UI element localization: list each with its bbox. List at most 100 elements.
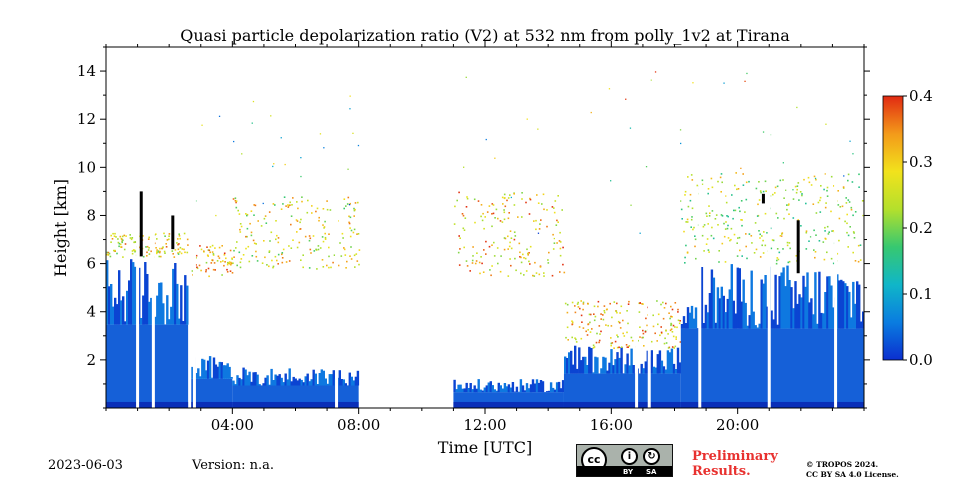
aerosol-pixel <box>580 337 583 340</box>
aerosol-pixel <box>131 250 134 252</box>
aerosol-pixel <box>819 211 822 213</box>
boundary-layer-column <box>505 386 509 393</box>
aerosol-pixel <box>750 235 753 237</box>
aerosol-pixel <box>276 259 278 262</box>
aerosol-pixel <box>543 275 545 277</box>
aerosol-pixel <box>110 234 112 237</box>
aerosol-pixel <box>469 270 471 272</box>
boundary-layer-column <box>588 346 591 374</box>
aerosol-pixel <box>600 330 602 333</box>
aerosol-pixel <box>291 204 293 206</box>
aerosol-pixel <box>859 259 862 261</box>
aerosol-pixel <box>109 255 112 258</box>
aerosol-pixel <box>597 305 599 308</box>
boundary-layer-column <box>240 379 243 386</box>
aerosol-pixel <box>466 265 469 267</box>
aerosol-pixel <box>114 249 116 252</box>
boundary-layer-column <box>497 382 500 393</box>
sparse-pixel <box>746 72 748 75</box>
boundary-layer-column <box>324 378 327 386</box>
aerosol-pixel <box>605 324 607 326</box>
sparse-pixel <box>843 175 845 177</box>
boundary-layer-column <box>612 365 615 374</box>
aerosol-pixel <box>707 188 710 190</box>
aerosol-pixel <box>826 251 828 254</box>
aerosol-pixel <box>554 200 557 202</box>
boundary-layer-column <box>551 387 555 393</box>
aerosol-pixel <box>121 241 123 244</box>
aerosol-pixel <box>251 255 254 257</box>
aerosol-pixel <box>812 203 815 205</box>
aerosol-pixel <box>591 328 593 330</box>
boundary-layer-column <box>798 294 801 329</box>
aerosol-pixel <box>663 307 666 309</box>
aerosol-pixel <box>819 199 821 202</box>
aerosol-pixel <box>159 250 161 253</box>
aerosol-pixel <box>121 238 123 241</box>
boundary-layer-column <box>501 388 505 393</box>
aerosol-pixel <box>745 245 747 248</box>
aerosol-pixel <box>813 249 815 251</box>
aerosol-pixel <box>223 264 225 267</box>
aerosol-pixel <box>552 233 554 236</box>
sparse-pixel <box>251 122 253 124</box>
boundary-layer-column <box>274 374 277 386</box>
aerosol-pixel <box>553 242 556 244</box>
boundary-layer-column <box>662 366 666 374</box>
aerosol-pixel <box>328 266 330 269</box>
aerosol-pixel <box>134 250 136 253</box>
aerosol-pixel <box>597 300 600 303</box>
aerosol-pixel <box>599 333 601 335</box>
boundary-layer-column <box>292 376 295 386</box>
aerosol-pixel <box>529 198 532 201</box>
aerosol-pixel <box>701 234 704 237</box>
aerosol-pixel <box>753 252 756 254</box>
aerosol-pixel <box>794 185 797 188</box>
aerosol-pixel <box>521 192 523 194</box>
aerosol-pixel <box>861 200 864 202</box>
aerosol-pixel <box>610 337 612 339</box>
aerosol-pixel <box>815 178 817 181</box>
boundary-layer-column <box>138 267 141 325</box>
aerosol-pixel <box>727 237 730 239</box>
aerosol-pixel <box>322 208 325 210</box>
boundary-layer-column <box>290 381 293 386</box>
boundary-layer-column <box>604 357 607 374</box>
aerosol-pixel <box>553 211 556 214</box>
aerosol-pixel <box>628 345 631 347</box>
boundary-layer-column <box>602 356 605 374</box>
boundary-layer-column <box>162 303 165 325</box>
aerosol-pixel <box>593 305 596 308</box>
aerosol-pixel <box>212 253 215 255</box>
aerosol-pixel <box>519 251 521 254</box>
aerosol-pixel <box>333 254 336 256</box>
boundary-layer-column <box>680 324 684 329</box>
aerosol-pixel <box>319 247 322 249</box>
cc-license-badge[interactable]: cc i ↻ BY SA <box>576 444 673 477</box>
measurement-date: 2023-06-03 <box>48 458 123 473</box>
aerosol-pixel <box>857 244 860 247</box>
boundary-layer-column <box>844 283 847 329</box>
aerosol-pixel <box>799 191 802 193</box>
boundary-layer-column <box>686 307 690 329</box>
aerosol-pixel <box>157 250 160 252</box>
boundary-layer-column <box>467 388 470 393</box>
aerosol-pixel <box>308 239 311 242</box>
boundary-layer-column <box>205 370 208 379</box>
boundary-layer-column <box>523 390 527 393</box>
boundary-layer-column <box>704 304 708 329</box>
sparse-pixel <box>740 167 742 169</box>
aerosol-pixel <box>252 239 255 242</box>
boundary-layer-column <box>527 388 531 393</box>
preliminary-notice: Preliminary Results. <box>692 449 778 479</box>
aerosol-pixel <box>759 256 762 258</box>
aerosol-pixel <box>282 248 285 251</box>
aerosol-pixel <box>535 219 537 222</box>
aerosol-pixel <box>841 205 844 208</box>
boundary-layer-column <box>160 282 163 325</box>
boundary-layer-column <box>304 376 307 386</box>
aerosol-pixel <box>741 255 743 257</box>
aerosol-pixel <box>626 346 629 348</box>
aerosol-pixel <box>838 217 841 220</box>
aerosol-pixel <box>571 320 573 322</box>
